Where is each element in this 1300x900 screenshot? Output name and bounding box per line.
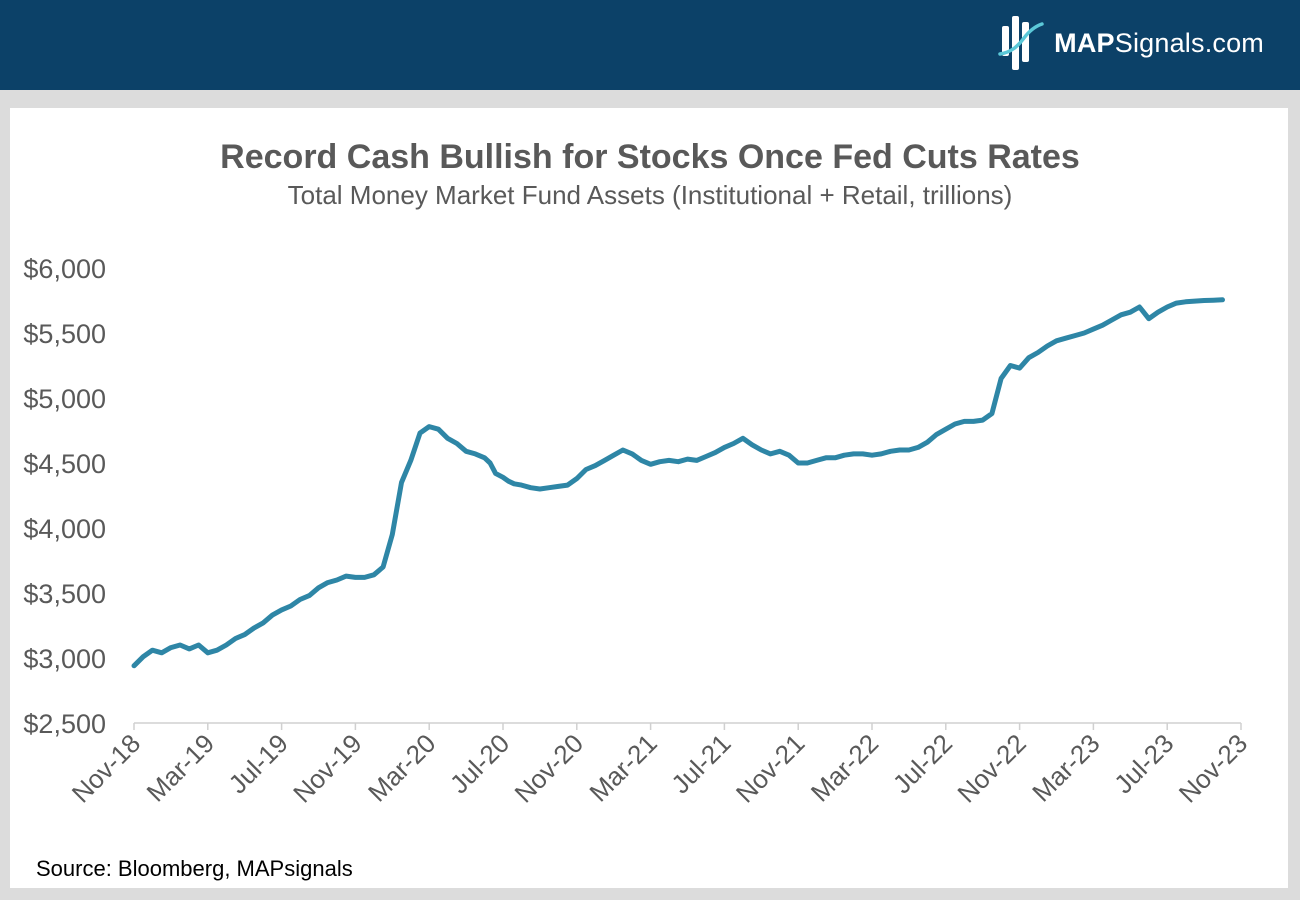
x-tick-label: Jul-23 bbox=[1108, 728, 1179, 799]
x-tick-label: Mar-19 bbox=[141, 728, 220, 807]
mapsignals-logo-icon bbox=[998, 16, 1044, 70]
x-tick-label: Mar-22 bbox=[805, 728, 884, 807]
x-tick-label: Mar-20 bbox=[362, 728, 441, 807]
y-tick-label: $6,000 bbox=[23, 254, 106, 284]
x-tick-label: Jul-19 bbox=[223, 728, 294, 799]
chart-subtitle: Total Money Market Fund Assets (Institut… bbox=[287, 180, 1013, 210]
x-tick-label: Mar-23 bbox=[1026, 728, 1105, 807]
y-axis: $2,500 $3,000 $3,500 $4,000 $4,500 $5,000 $5,5… bbox=[23, 254, 106, 739]
chart-title: Record Cash Bullish for Stocks Once Fed … bbox=[220, 138, 1080, 176]
x-tick-label: Nov-21 bbox=[730, 728, 810, 808]
series-layer bbox=[131, 297, 1225, 669]
y-tick-label: $5,500 bbox=[23, 319, 106, 349]
x-tick-label: Jul-21 bbox=[665, 728, 736, 799]
x-tick-label: Nov-20 bbox=[509, 728, 589, 808]
series-line bbox=[131, 297, 1225, 669]
x-tick-label: Jul-20 bbox=[444, 728, 515, 799]
chart-card bbox=[10, 108, 1288, 888]
x-tick-label: Nov-22 bbox=[951, 728, 1031, 808]
y-tick-label: $4,500 bbox=[23, 449, 106, 479]
y-tick-label: $5,000 bbox=[23, 384, 106, 414]
x-tick-label: Nov-18 bbox=[66, 728, 146, 808]
x-tick-label: Nov-19 bbox=[287, 728, 367, 808]
brand[interactable]: MAPSignals.com bbox=[998, 12, 1264, 74]
brand-name: MAPSignals.com bbox=[1054, 27, 1264, 58]
header-bar: MAPSignals.com bbox=[0, 0, 1300, 90]
x-tick-label: Jul-22 bbox=[887, 728, 958, 799]
y-tick-label: $3,500 bbox=[23, 579, 106, 609]
y-tick-label: $2,500 bbox=[23, 709, 106, 739]
x-tick-label: Nov-23 bbox=[1173, 728, 1253, 808]
y-tick-label: $3,000 bbox=[23, 644, 106, 674]
source-note: Source: Bloomberg, MAPsignals bbox=[36, 856, 353, 881]
y-tick-label: $4,000 bbox=[23, 514, 106, 544]
x-tick-label: Mar-21 bbox=[583, 728, 662, 807]
